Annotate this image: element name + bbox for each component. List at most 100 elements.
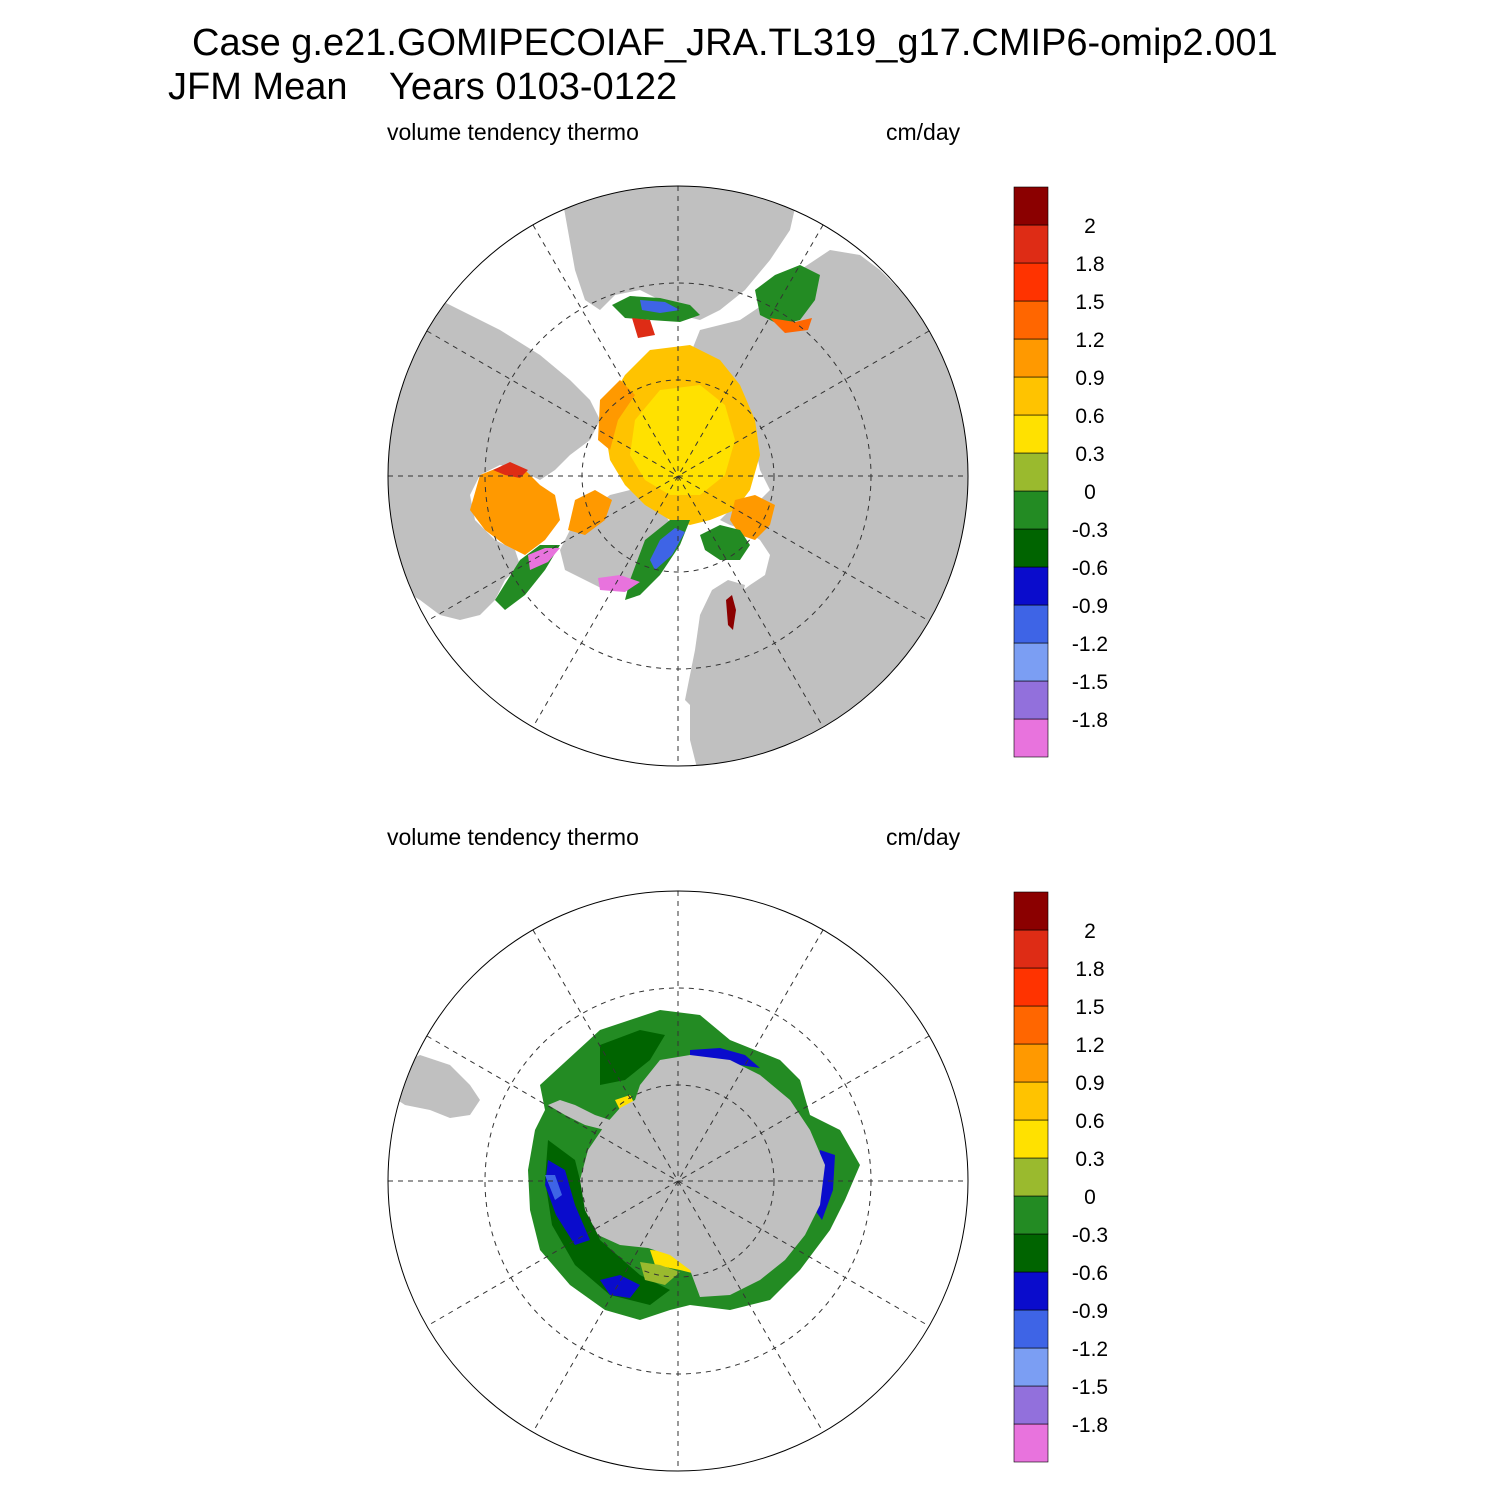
figure-title-period: JFM Mean Years 0103-0122 — [168, 68, 677, 106]
south-america-landmass — [388, 1055, 480, 1118]
labrador-melt-core — [528, 548, 560, 570]
amundsen-blue-patch — [600, 1275, 640, 1298]
north-colorbar-box — [1013, 452, 1049, 492]
north-polar-map — [387, 185, 969, 767]
bering-red-edge — [632, 318, 655, 338]
north-colorbar: -1.8 -1.5 -1.2 -0.9 -0.6 -0.3 0 0.3 0.6 0.9 1.2 1.5… — [1013, 186, 1108, 758]
north-colorbar-tick-label: 0 — [1084, 481, 1096, 504]
south-colorbar-tick-label: 1.5 — [1075, 996, 1104, 1019]
south-colorbar-box — [1013, 1195, 1049, 1235]
north-colorbar-tick-label: 0.6 — [1075, 405, 1104, 428]
south-colorbar-box — [1013, 1043, 1049, 1083]
north-colorbar-box — [1013, 300, 1049, 340]
north-colorbar-box — [1013, 262, 1049, 302]
south-colorbar-box — [1013, 1233, 1049, 1273]
north-colorbar-box — [1013, 642, 1049, 682]
south-colorbar-box — [1013, 1271, 1049, 1311]
antarctica-landmass — [580, 1055, 825, 1297]
east-greenland-purple — [598, 575, 640, 592]
south-polar-map — [387, 890, 969, 1472]
season-label: JFM Mean — [168, 66, 348, 108]
north-colorbar-box — [1013, 338, 1049, 378]
north-panel-variable: volume tendency thermo — [387, 119, 639, 145]
south-graticule — [388, 891, 968, 1471]
south-colorbar-tick-label: 2 — [1084, 920, 1096, 943]
figure-title-case: Case g.e21.GOMIPECOIAF_JRA.TL319_g17.CMI… — [192, 22, 1278, 64]
north-colorbar-tick-label: 0.9 — [1075, 367, 1104, 390]
bering-blue — [640, 300, 680, 313]
north-colorbar-box — [1013, 186, 1049, 226]
north-colorbar-box — [1013, 604, 1049, 644]
south-colorbar-box — [1013, 1081, 1049, 1121]
north-colorbar-tick-label: 1.5 — [1075, 291, 1104, 314]
south-colorbar-box — [1013, 891, 1049, 931]
north-colorbar-tick-label: -1.2 — [1072, 633, 1108, 656]
south-panel-units: cm/day — [886, 824, 961, 850]
north-colorbar-tick-label: 1.2 — [1075, 329, 1104, 352]
north-colorbar-tick-label: 0.3 — [1075, 443, 1104, 466]
north-colorbar-tick-label: -0.6 — [1072, 557, 1108, 580]
south-colorbar-box — [1013, 967, 1049, 1007]
ross-ice-lightgreen — [640, 1262, 680, 1285]
south-colorbar-box — [1013, 1309, 1049, 1349]
south-colorbar-tick-label: -0.3 — [1072, 1224, 1108, 1247]
antarctic-ice-dark — [545, 1140, 670, 1305]
north-colorbar-tick-label: 2 — [1084, 215, 1096, 238]
north-colorbar-tick-label: -0.9 — [1072, 595, 1108, 618]
eurasia-landmass — [690, 250, 968, 766]
barents-melt — [700, 525, 750, 560]
north-colorbar-tick-label: 1.8 — [1075, 253, 1104, 276]
north-colorbar-box — [1013, 680, 1049, 720]
south-colorbar-tick-label: -0.6 — [1072, 1262, 1108, 1285]
south-colorbar-tick-label: -0.9 — [1072, 1300, 1108, 1323]
north-colorbar-tick-label: -1.5 — [1072, 671, 1108, 694]
south-map-border — [387, 890, 969, 1472]
north-panel-units: cm/day — [886, 119, 961, 145]
south-colorbar-box — [1013, 1005, 1049, 1045]
south-colorbar-tick-label: -1.2 — [1072, 1338, 1108, 1361]
south-colorbar: -1.8 -1.5 -1.2 -0.9 -0.6 -0.3 0 0.3 0.6 0.9 1.2 1.5… — [1013, 891, 1108, 1463]
north-graticule — [388, 186, 968, 766]
south-colorbar-box — [1013, 1423, 1049, 1463]
barents-ice — [730, 495, 775, 540]
years-label: Years 0103-0122 — [389, 66, 678, 108]
baffin-hudson-ice — [470, 465, 560, 555]
south-colorbar-box — [1013, 1385, 1049, 1425]
arctic-ice-orange-rim — [598, 380, 635, 450]
south-colorbar-tick-label: -1.8 — [1072, 1414, 1108, 1437]
hudson-bay-margin — [493, 462, 528, 478]
weddell-green-dark — [600, 1030, 665, 1085]
north-america-landmass — [388, 300, 600, 620]
greenland-sea-blue — [650, 528, 685, 570]
south-colorbar-box — [1013, 1119, 1049, 1159]
south-colorbar-tick-label: -1.5 — [1072, 1376, 1108, 1399]
baltic-ice — [726, 595, 736, 630]
okhotsk-edge — [770, 318, 812, 333]
south-colorbar-box — [1013, 929, 1049, 969]
bering-region-landmass — [560, 186, 800, 320]
north-colorbar-box — [1013, 528, 1049, 568]
north-colorbar-box — [1013, 490, 1049, 530]
south-colorbar-box — [1013, 1347, 1049, 1387]
south-colorbar-tick-label: 0.6 — [1075, 1110, 1104, 1133]
south-colorbar-tick-label: 1.2 — [1075, 1034, 1104, 1057]
north-colorbar-box — [1013, 414, 1049, 454]
dml-blue-edge — [690, 1048, 760, 1068]
south-colorbar-tick-label: 1.8 — [1075, 958, 1104, 981]
antarctic-peninsula — [548, 1100, 610, 1130]
north-colorbar-box — [1013, 224, 1049, 264]
okhotsk-ice — [755, 265, 820, 325]
baffin-bay-ice — [568, 490, 612, 535]
south-panel-variable: volume tendency thermo — [387, 824, 639, 850]
south-colorbar-tick-label: 0.9 — [1075, 1072, 1104, 1095]
south-colorbar-tick-label: 0 — [1084, 1186, 1096, 1209]
south-colorbar-tick-label: 0.3 — [1075, 1148, 1104, 1171]
north-colorbar-tick-label: -1.8 — [1072, 709, 1108, 732]
arctic-ice-core — [630, 385, 735, 495]
south-colorbar-box — [1013, 1157, 1049, 1197]
north-colorbar-tick-label: -0.3 — [1072, 519, 1108, 542]
north-colorbar-box — [1013, 718, 1049, 758]
north-colorbar-box — [1013, 376, 1049, 416]
north-colorbar-box — [1013, 566, 1049, 606]
